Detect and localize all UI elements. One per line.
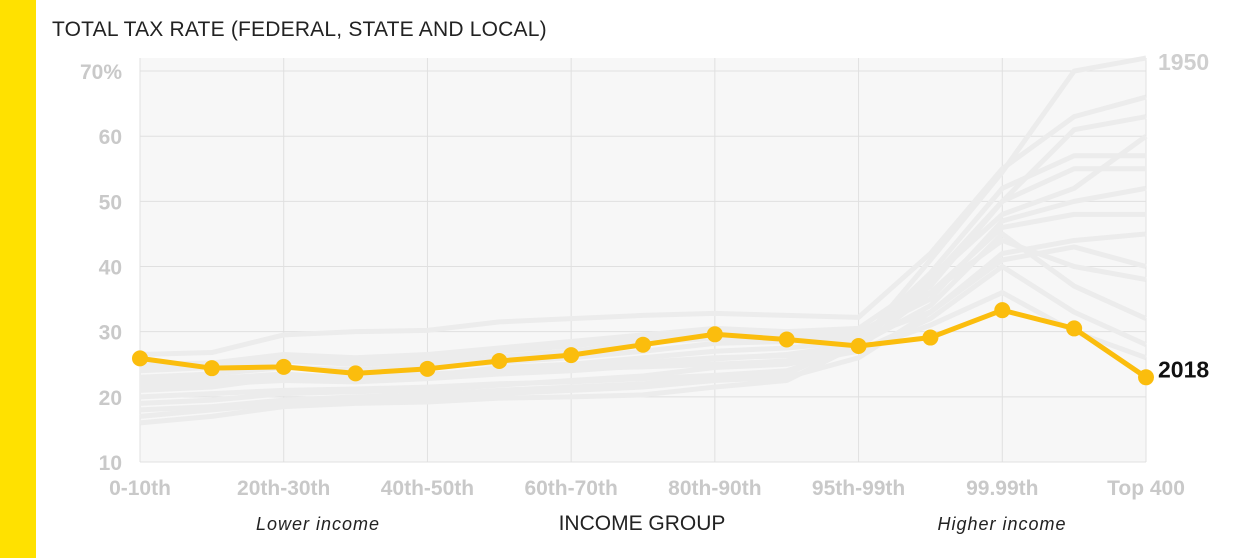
x-tick-20th-30th: 20th-30th xyxy=(237,477,330,500)
data-point-30th-40th xyxy=(347,365,364,382)
data-point-90th-95th xyxy=(778,331,795,348)
series-label-1950: 1950 xyxy=(1158,49,1209,75)
accent-bar xyxy=(0,0,36,558)
data-point-80th-90th xyxy=(706,326,723,343)
data-point-10th-20th xyxy=(203,360,220,377)
data-point-0-10th xyxy=(132,350,148,367)
y-axis-ticks: 10 20 30 40 50 60 70% xyxy=(80,61,122,475)
data-point-99th-99-9th xyxy=(922,329,939,346)
y-tick-70: 70% xyxy=(80,61,122,84)
data-point-20th-30th xyxy=(275,358,292,375)
y-tick-60: 60 xyxy=(99,126,122,149)
highlight-series xyxy=(132,302,1154,386)
series-labels: 1950 2018 xyxy=(1158,49,1209,382)
series-label-2018: 2018 xyxy=(1158,356,1209,382)
history-line-10 xyxy=(139,231,1148,390)
lower-income-note: Lower income xyxy=(256,514,380,534)
y-tick-20: 20 xyxy=(99,387,122,410)
history-line-11 xyxy=(139,290,1147,406)
y-tick-40: 40 xyxy=(99,257,122,280)
x-axis-ticks: 0-10th 20th-30th 40th-50th 60th-70th 80th-90… xyxy=(109,477,1185,500)
higher-income-note: Higher income xyxy=(937,514,1066,534)
data-point-70th-80th xyxy=(635,336,651,353)
y-tick-10: 10 xyxy=(99,452,122,475)
x-tick-0-10th: 0-10th xyxy=(109,477,171,500)
history-line-7 xyxy=(139,153,1146,413)
y-tick-30: 30 xyxy=(99,322,122,345)
x-axis-label: INCOME GROUP xyxy=(559,512,726,535)
x-tick-40th-50th: 40th-50th xyxy=(381,477,474,500)
data-point-60th-70th xyxy=(563,347,580,364)
data-point-40th-50th xyxy=(419,360,436,377)
history-line-14 xyxy=(139,166,1146,387)
x-tick-60th-70th: 60th-70th xyxy=(524,477,617,500)
x-tick-95th-99th: 95th-99th xyxy=(812,477,905,500)
history-line-5 xyxy=(139,264,1148,384)
data-point-99-99th xyxy=(994,302,1011,319)
y-tick-50: 50 xyxy=(99,191,122,214)
history-line-3 xyxy=(139,94,1147,357)
data-point-99-99th-top-400 xyxy=(1066,320,1083,337)
data-point-95th-99th xyxy=(850,338,867,355)
history-line-13 xyxy=(139,244,1147,419)
data-point-50th-60th xyxy=(491,353,508,369)
x-tick-99-99th: 99.99th xyxy=(966,477,1038,500)
x-tick-top-400: Top 400 xyxy=(1107,477,1185,500)
history-line-2 xyxy=(139,134,1148,426)
data-point-top-400 xyxy=(1138,369,1154,386)
chart-title: TOTAL TAX RATE (FEDERAL, STATE AND LOCAL… xyxy=(52,18,547,41)
x-tick-80th-90th: 80th-90th xyxy=(668,477,761,500)
